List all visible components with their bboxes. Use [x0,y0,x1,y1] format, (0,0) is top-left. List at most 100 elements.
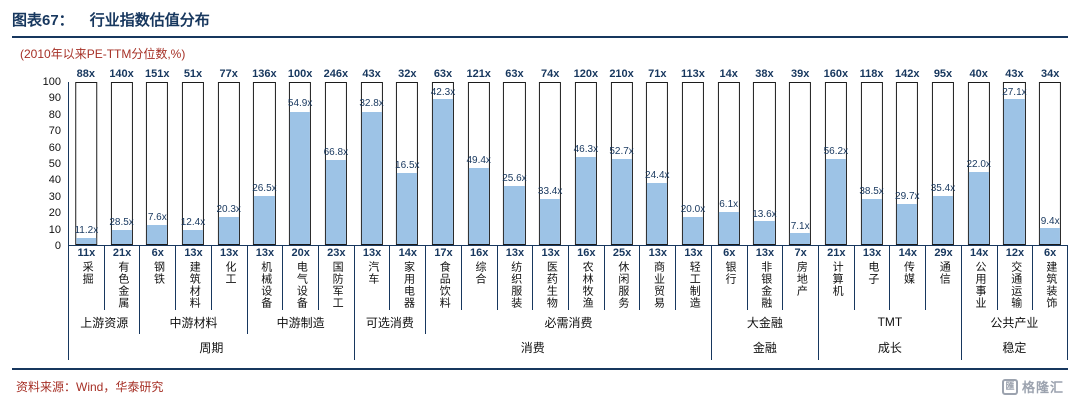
category-cell: 13x 商业贸易 [639,246,675,310]
pe-range-bar [431,82,455,245]
percentile-bar [504,186,525,244]
y-tick-label: 0 [54,240,61,252]
max-pe-label: 246x [323,68,349,80]
current-pe-label: 49.4x [466,155,491,167]
min-pe-label: 14x [970,247,989,259]
category-name: 机械设备 [259,261,272,309]
category-column: 46.3x [568,82,604,246]
pe-range-bar [360,82,383,245]
percentile-bar [1040,227,1061,244]
max-pe-label: 51x [183,68,203,80]
category-name: 轻工制造 [688,261,701,309]
category-cell: 14x 公用事业 [960,246,997,310]
max-pe-label: 121x [466,68,491,80]
max-pe-label: 71x [648,68,667,80]
category-name: 医药生物 [545,261,558,309]
category-column: 32.8x [353,82,390,246]
pe-range-bar [824,82,847,245]
category-column: 7.6x [139,82,176,246]
max-pe-label: 160x [823,68,849,80]
min-pe-label: 13x [255,247,275,259]
min-pe-label: 13x [184,247,203,259]
current-pe-label: 52.7x [609,145,634,157]
min-pe-label: 13x [362,247,382,259]
current-pe-label: 32.8x [359,98,384,110]
category-column: 22.0x [960,82,997,246]
current-pe-label: 12.4x [180,217,206,229]
current-pe-label: 46.3x [573,143,599,155]
percentile-bar [111,229,132,244]
footer-divider [12,368,1068,370]
figure-header: 图表67： 行业指数估值分布 [12,6,1068,38]
pe-range-bar [753,82,776,245]
category-column: 11.2x [68,82,104,246]
min-pe-label: 13x [541,247,560,259]
category-cell: 16x 农林牧渔 [568,246,604,310]
category-name: 化工 [223,261,236,285]
pe-range-bar [860,82,883,245]
category-name: 建筑材料 [188,261,201,309]
category-name: 综合 [473,261,486,285]
category-name: 电气设备 [295,261,308,309]
category-cell: 21x 有色金属 [103,246,140,310]
category-column: 13.6x [746,82,783,246]
percentile-bar [611,158,632,244]
min-pe-label: 16x [577,247,596,259]
category-column: 20.3x [210,82,247,246]
current-pe-label: 20.3x [216,204,241,216]
min-pe-label: 13x [862,247,882,259]
y-tick-label: 20 [48,207,61,220]
gelonghui-logo-text: 格隆汇 [1021,380,1064,395]
min-pe-label: 13x [505,247,525,259]
pe-range-bar [467,82,490,245]
source-text: 资料来源：Wind，华泰研究 [16,380,164,394]
max-pe-label: 140x [109,68,134,80]
pe-range-bar [717,82,740,245]
percentile-bar [718,211,739,244]
category-column: 6.1x [710,82,747,246]
category-name: 建筑装饰 [1044,261,1057,309]
percentile-bar [790,232,811,244]
pe-range-bar [75,82,98,245]
category-name: 计算机 [831,261,844,297]
subgroup-cell: TMT [818,310,961,334]
current-pe-label: 25.6x [502,173,527,185]
category-name: 纺织服装 [509,261,522,309]
percentile-bar [254,195,275,244]
figure-number: 图表67： [12,12,74,29]
pe-range-bar [1039,82,1062,245]
y-tick-label: 10 [48,223,61,236]
current-pe-label: 13.6x [752,209,777,221]
max-pe-label: 118x [859,68,884,80]
category-name: 公用事业 [973,261,986,309]
category-column: 24.4x [639,82,676,246]
min-pe-label: 17x [434,247,453,259]
category-column: 42.3x [425,82,461,246]
category-cell: 16x 综合 [460,246,497,310]
percentile-bar [825,158,846,244]
category-cell: 13x 汽车 [353,246,390,310]
min-pe-label: 13x [220,247,239,259]
category-cell: 25x 休闲服务 [603,246,640,310]
category-name: 电子 [866,261,879,285]
category-cell: 23x 国防军工 [318,246,354,310]
subgroup-cell: 中游制造 [246,310,354,334]
category-cell: 11x 采掘 [68,246,104,310]
min-pe-label: 21x [827,247,846,259]
percentile-bar [290,111,311,244]
max-pe-label: 142x [895,68,920,80]
pe-range-bar [967,82,990,245]
category-cell: 20x 电气设备 [282,246,318,310]
category-cell: 13x 建筑材料 [175,246,211,310]
subgroup-cell: 公共产业 [960,310,1068,334]
max-pe-label: 43x [362,68,381,80]
category-name: 商业贸易 [652,261,665,309]
category-name: 国防军工 [331,261,344,309]
percentile-bar [968,171,989,244]
group-cell: 成长 [818,334,961,360]
group-cell: 金融 [710,334,818,360]
min-pe-label: 7x [794,247,807,259]
current-pe-label: 7.6x [147,212,167,224]
min-pe-label: 14x [898,247,917,259]
max-pe-label: 136x [252,68,277,80]
